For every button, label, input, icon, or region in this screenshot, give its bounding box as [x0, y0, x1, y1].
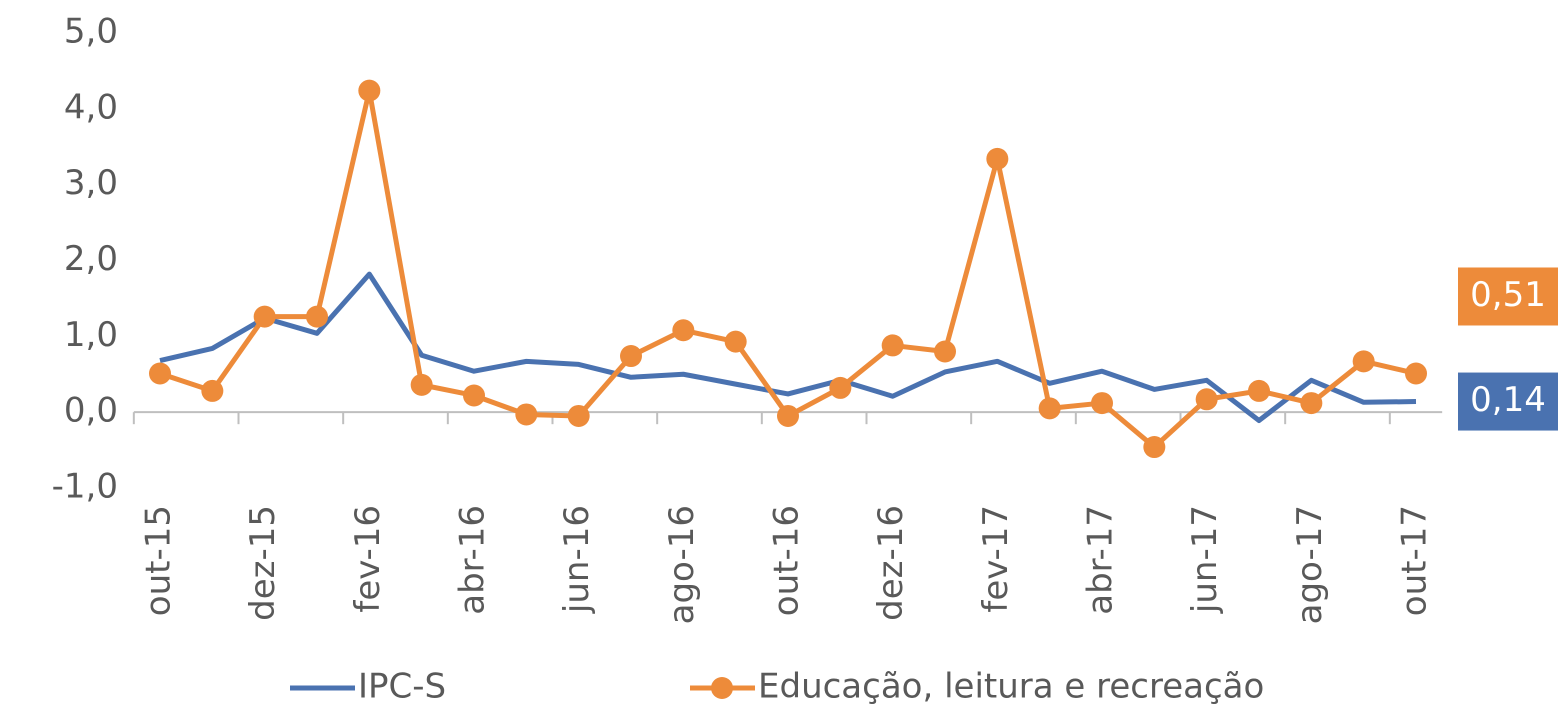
- y-tick-label: 4,0: [64, 87, 118, 127]
- legend-label: IPC-S: [358, 667, 446, 707]
- end-label-box: [1458, 267, 1558, 326]
- end-label: 0,51: [1470, 275, 1546, 315]
- x-tick-label: fev-16: [348, 505, 388, 613]
- y-tick-label: 2,0: [64, 239, 118, 279]
- point: [201, 379, 224, 402]
- series-line: [159, 271, 1417, 424]
- x-tick-label: abr-17: [1081, 505, 1121, 615]
- point: [306, 305, 328, 328]
- legend-label: Educação, leitura e recreação: [758, 667, 1264, 707]
- y-tick-label: 1,0: [64, 315, 118, 355]
- point: [1300, 392, 1323, 415]
- x-tick-label: out-16: [767, 505, 807, 616]
- point: [934, 340, 956, 363]
- point: [777, 404, 799, 427]
- point: [620, 345, 642, 368]
- y-tick-label: 3,0: [64, 163, 118, 203]
- y-tick-label: 5,0: [64, 12, 118, 52]
- point: [1038, 397, 1061, 420]
- y-tick-label: 0,0: [64, 391, 118, 431]
- point: [1091, 392, 1113, 415]
- x-tick-label: ago-16: [662, 505, 702, 624]
- point: [724, 330, 747, 353]
- point: [986, 147, 1009, 170]
- point: [1195, 388, 1218, 411]
- point: [410, 373, 433, 396]
- legend-marker: [711, 677, 733, 699]
- point: [672, 319, 695, 342]
- y-tick-label: -1,0: [52, 467, 118, 507]
- point: [829, 376, 852, 399]
- point: [1405, 362, 1427, 385]
- x-tick-label: abr-16: [453, 505, 493, 615]
- point: [358, 79, 381, 102]
- x-tick-label: ago-17: [1290, 505, 1330, 624]
- x-tick-label: dez-15: [243, 505, 283, 621]
- x-tick-label: jun-16: [557, 505, 597, 614]
- point: [1352, 350, 1375, 373]
- x-tick-label: out-15: [139, 505, 179, 616]
- point: [463, 384, 485, 407]
- point: [881, 334, 904, 357]
- point: [1143, 436, 1166, 459]
- x-tick-label: dez-16: [871, 505, 911, 621]
- point: [149, 362, 171, 385]
- x-tick-label: fev-17: [976, 505, 1016, 613]
- point: [253, 305, 276, 328]
- end-label-box: [1458, 372, 1558, 431]
- point: [1248, 379, 1270, 402]
- point: [515, 403, 538, 426]
- point: [567, 404, 590, 427]
- end-label: 0,14: [1470, 380, 1546, 420]
- x-tick-label: out-17: [1395, 505, 1435, 616]
- x-tick-label: jun-17: [1185, 505, 1225, 614]
